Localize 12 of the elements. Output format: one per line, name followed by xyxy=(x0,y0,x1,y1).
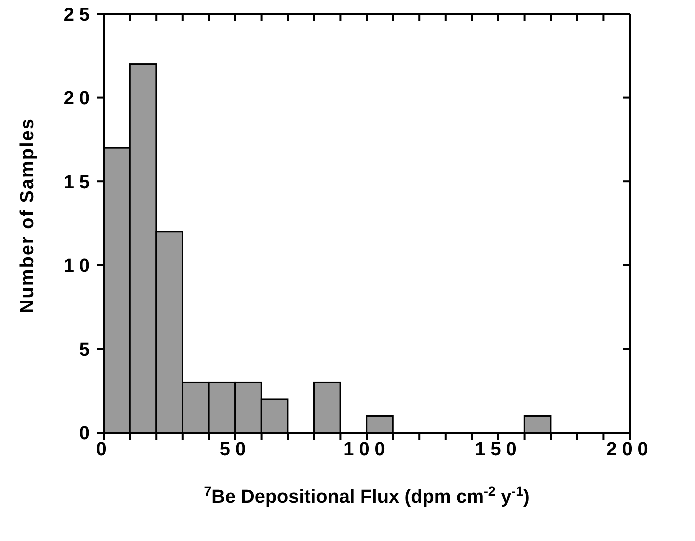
y-tick-label: 20 xyxy=(64,88,95,110)
x-axis-title: $^{7}$Be Depositional Flux (dpm cm$^{-2}$ y$^{-1}$) xyxy=(204,484,530,508)
x-tick-label: 50 xyxy=(220,439,252,460)
y-tick-label: 0 xyxy=(79,424,95,445)
x-tick-label: 100 xyxy=(344,439,390,460)
y-tick-label: 10 xyxy=(64,256,95,278)
y-tick-label: 15 xyxy=(64,172,95,194)
x-tick-label: 150 xyxy=(475,439,522,460)
x-tick-label: 0 xyxy=(96,439,112,460)
y-tick-label: 5 xyxy=(79,340,95,361)
x-tick-label: 200 xyxy=(606,439,654,460)
y-axis-title: Number of Samples xyxy=(18,118,39,314)
